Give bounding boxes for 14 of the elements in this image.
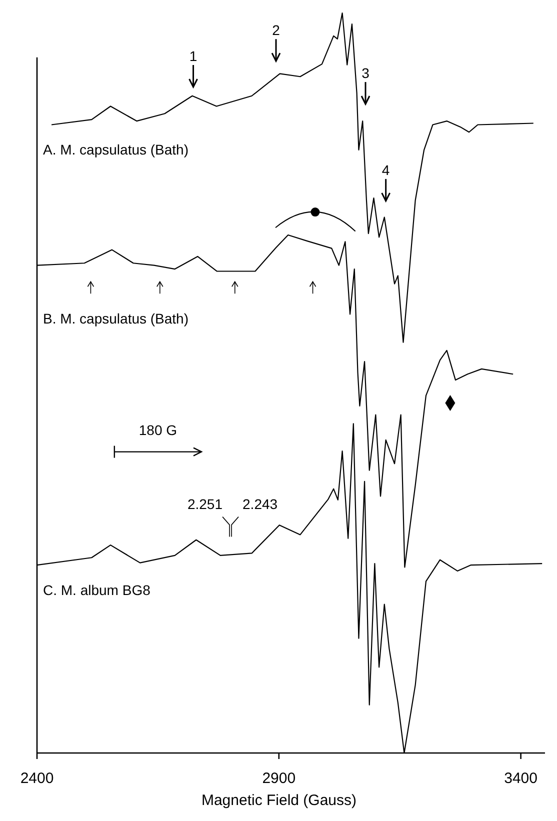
- annotation: 2.243: [242, 496, 278, 512]
- x-axis-title: Magnetic Field (Gauss): [201, 792, 357, 809]
- x-tick-label: 2900: [262, 770, 296, 787]
- annotation: 2: [272, 22, 280, 38]
- annotation: 4: [382, 162, 390, 178]
- annotation: 2.251: [187, 496, 223, 512]
- legend-label: B. M. capsulatus (Bath): [43, 310, 189, 326]
- series-label: A. M. capsulatus (Bath): [43, 142, 189, 158]
- series-label: C. M. album BG8: [43, 582, 151, 598]
- x-tick-label: 3400: [504, 770, 538, 787]
- x-tick-label: 2400: [20, 770, 54, 787]
- annotation: 1: [189, 48, 198, 64]
- annotation: 3: [362, 65, 370, 82]
- annotation: 180 G: [138, 422, 178, 438]
